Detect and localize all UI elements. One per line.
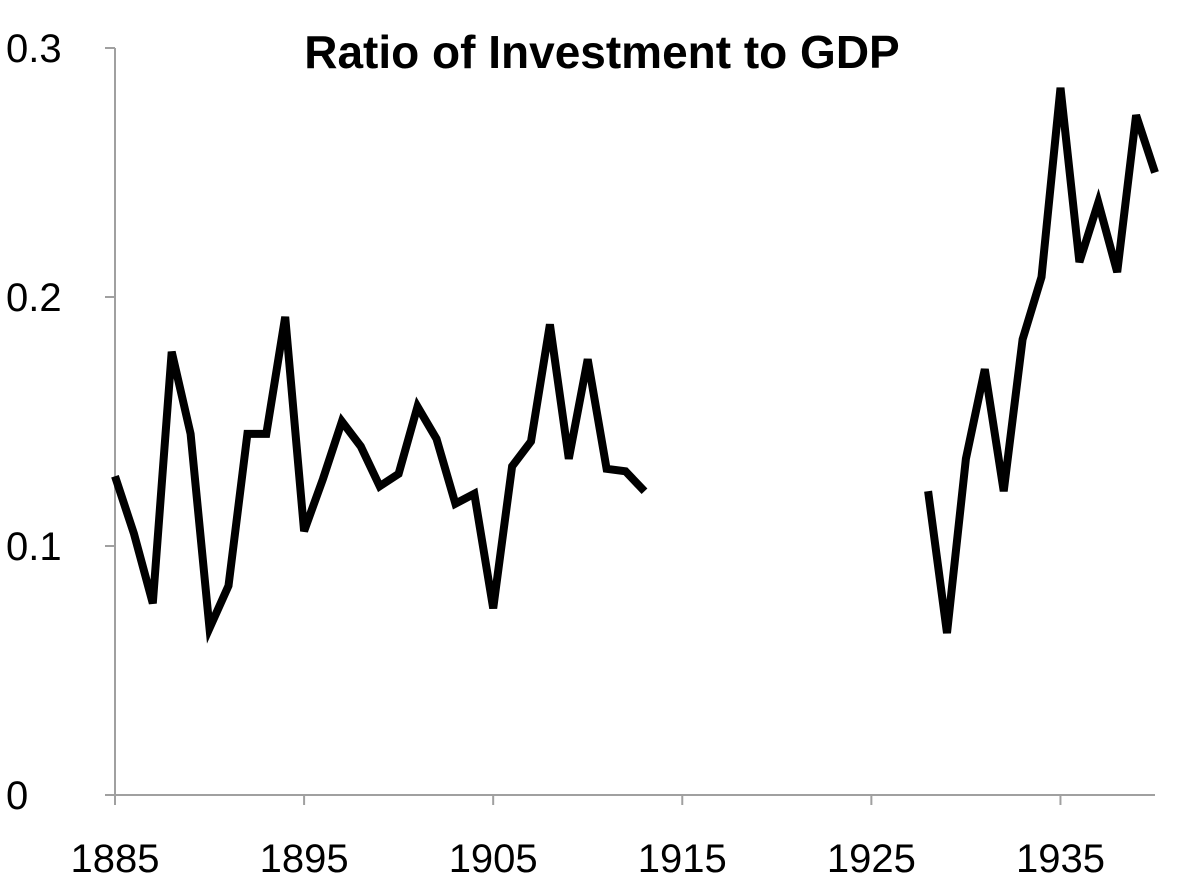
series-line-segment bbox=[924, 87, 1159, 634]
chart-title: Ratio of Investment to GDP bbox=[304, 26, 899, 78]
x-tick-label: 1905 bbox=[449, 837, 538, 881]
series-lines bbox=[111, 87, 1159, 644]
x-tick-label: 1915 bbox=[638, 837, 727, 881]
x-tick-label: 1895 bbox=[260, 837, 349, 881]
x-tick-label: 1885 bbox=[71, 837, 160, 881]
y-tick-label: 0 bbox=[6, 774, 28, 818]
y-tick-label: 0.1 bbox=[6, 525, 62, 569]
y-tick-label: 0.2 bbox=[6, 276, 62, 320]
x-axis-ticks: 1885 1895 1905 1915 1925 1935 bbox=[71, 795, 1105, 881]
x-tick-label: 1935 bbox=[1016, 837, 1105, 881]
series-line-segment bbox=[111, 316, 648, 644]
y-tick-label: 0.3 bbox=[6, 27, 62, 71]
y-axis-ticks: 0 0.1 0.2 0.3 bbox=[6, 27, 115, 818]
x-tick-label: 1925 bbox=[827, 837, 916, 881]
